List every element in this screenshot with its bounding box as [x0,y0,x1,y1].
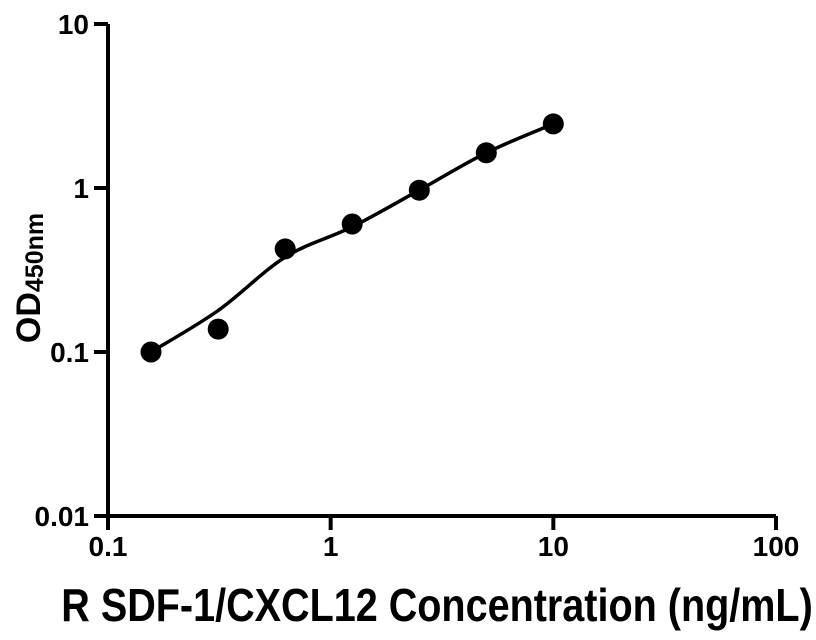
y-tick-label: 1 [73,173,89,204]
y-axis-title-main: OD [10,292,48,343]
x-tick-label: 100 [753,531,800,562]
data-point [341,213,363,235]
data-point [475,142,497,164]
data-point [207,318,229,340]
y-tick-label: 10 [58,9,89,40]
axis-spine [106,24,776,518]
x-axis-title: R SDF-1/CXCL12 Concentration (ng/mL) [61,580,812,631]
y-axis-title-subscript: 450nm [21,213,49,292]
data-point [140,341,162,363]
data-point [274,238,296,260]
data-point [408,179,430,201]
data-point [542,113,564,135]
x-tick-label: 10 [538,531,569,562]
axes [94,22,778,530]
y-tick-label: 0.1 [50,337,89,368]
x-tick-label: 0.1 [89,531,128,562]
y-axis-title: OD450nm [10,213,49,343]
x-tick-label: 1 [323,531,339,562]
data-points [140,113,564,363]
y-tick-label: 0.01 [35,501,90,532]
